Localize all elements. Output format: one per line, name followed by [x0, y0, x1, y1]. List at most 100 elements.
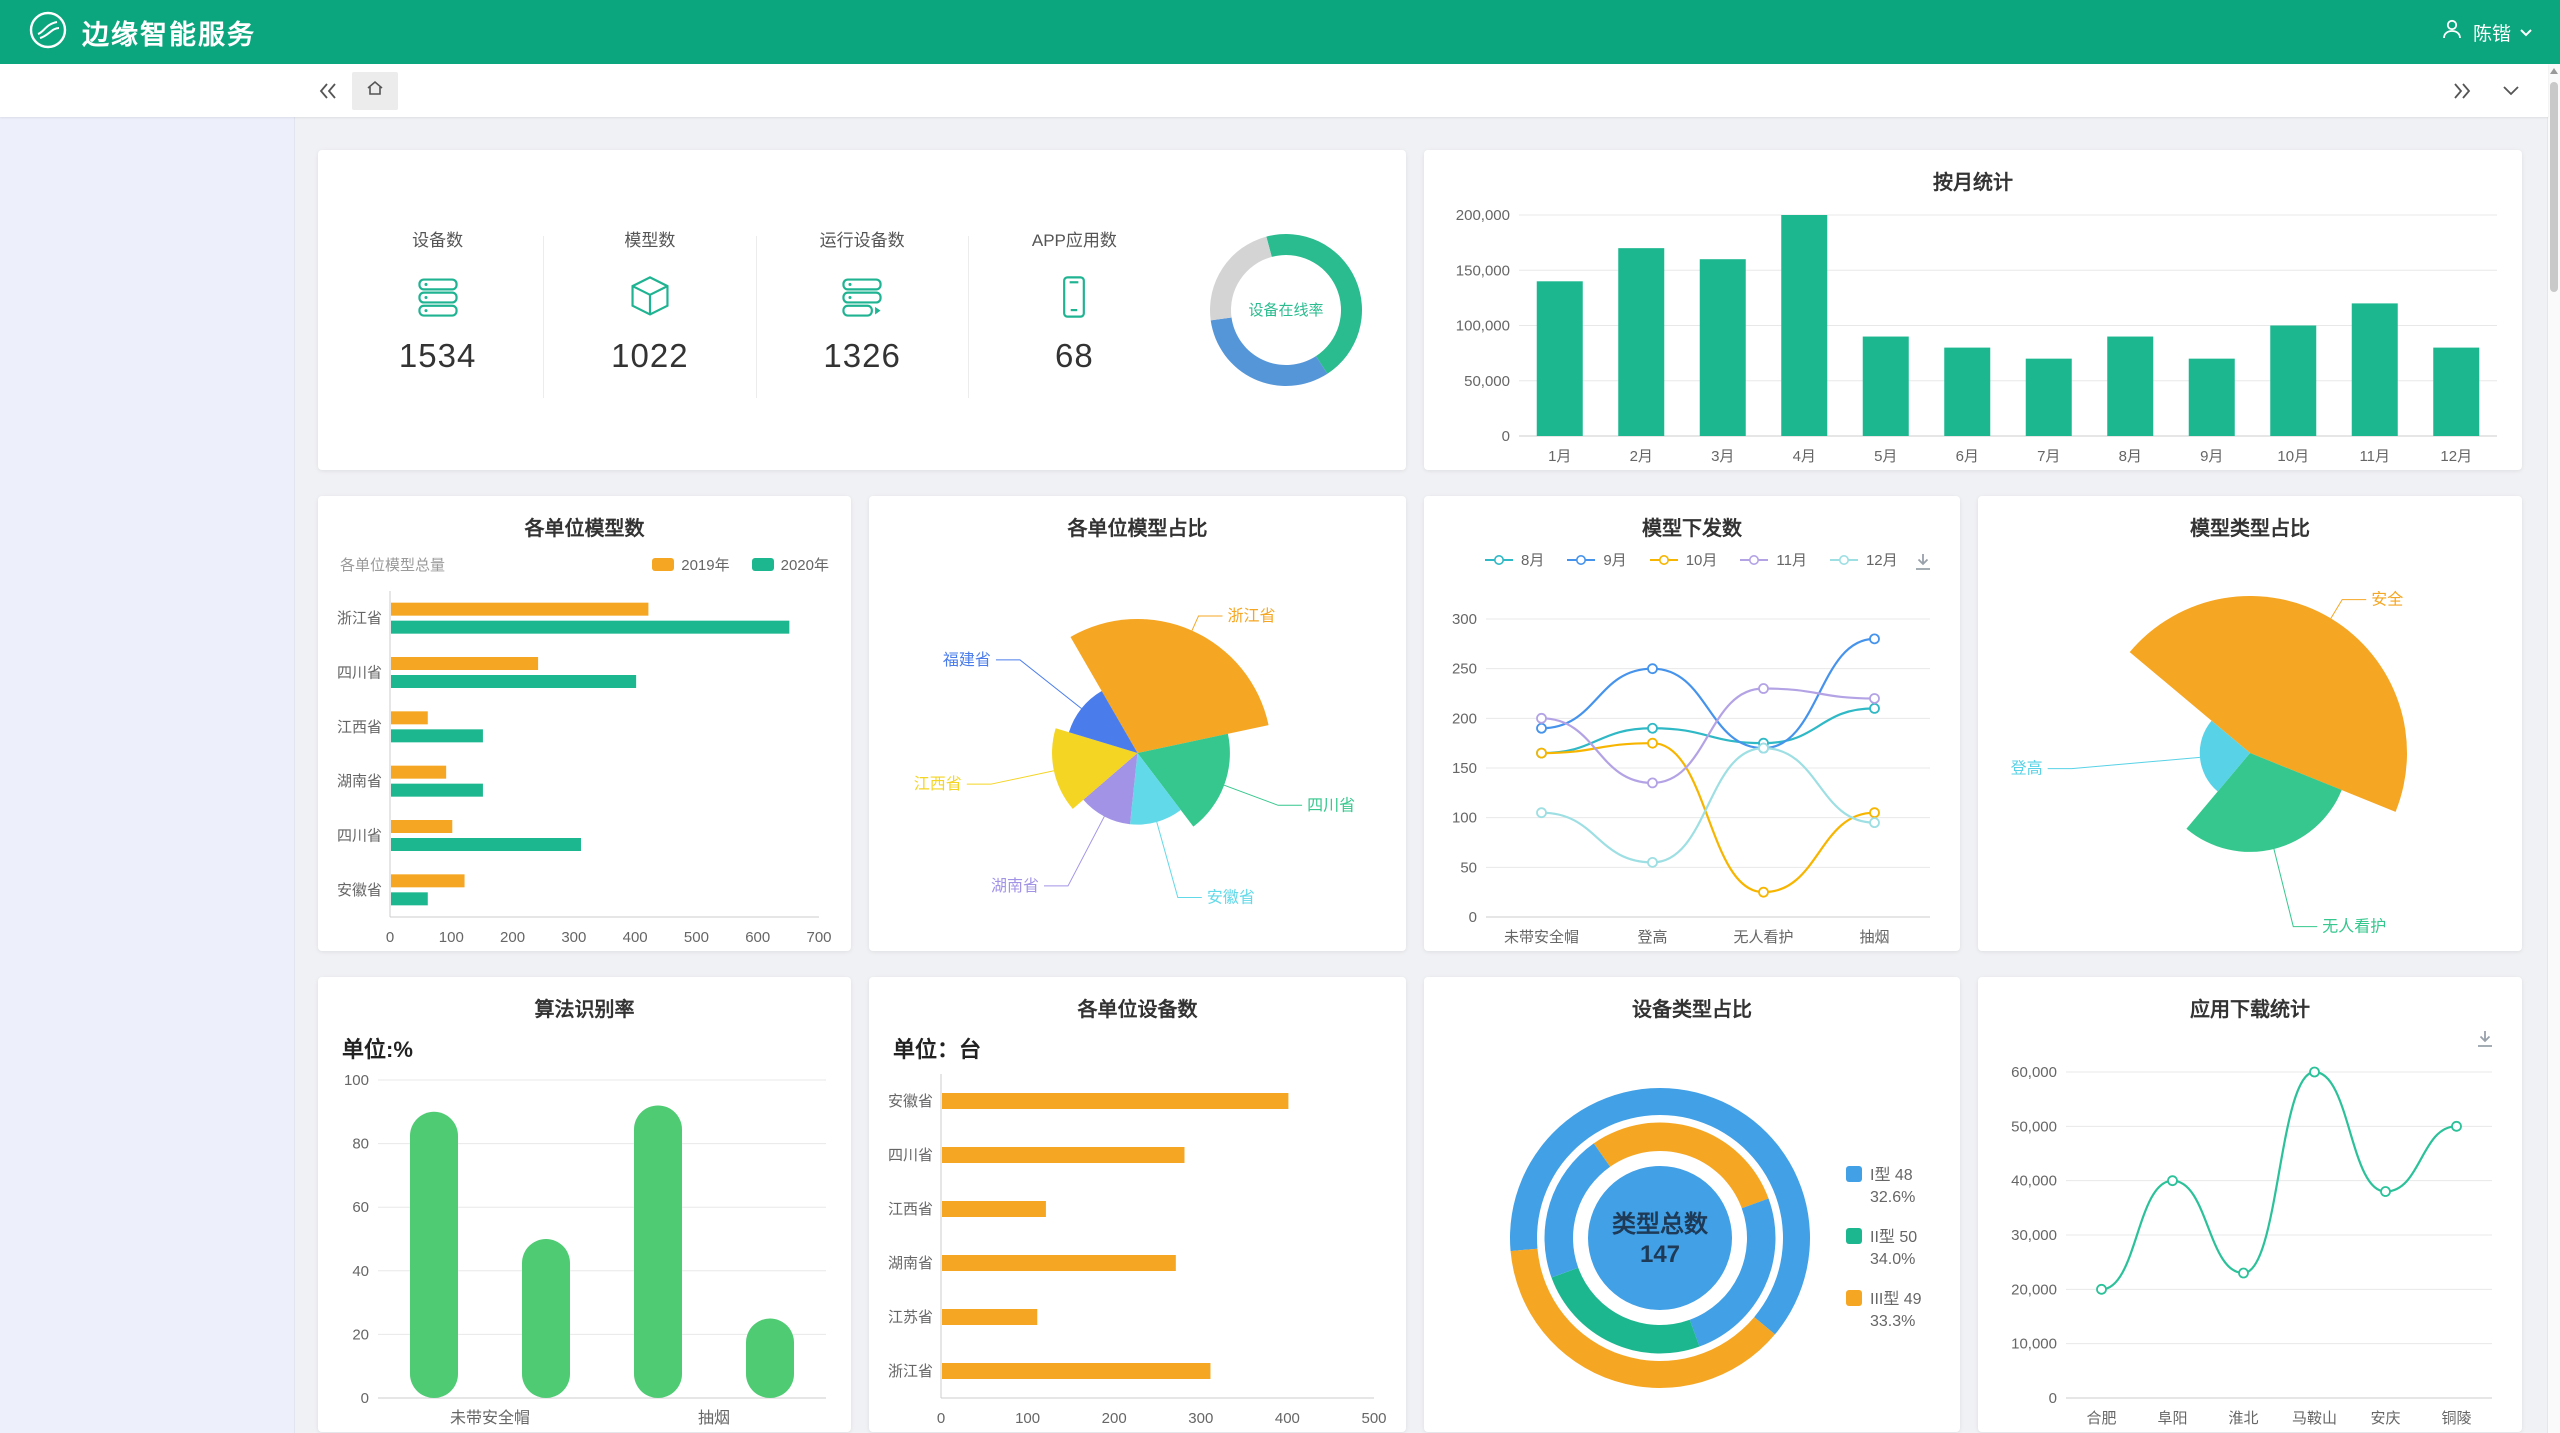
user-menu[interactable]: 陈锴: [2440, 17, 2532, 47]
stat-value: 68: [1055, 337, 1094, 374]
app-downloads-line-chart[interactable]: 0 10,000 20,000 30,000 40,000 50,000 60,000 合肥 阜…: [1978, 1058, 2522, 1432]
app-header: 边缘智能服务 陈锴: [0, 0, 2560, 64]
legend-item[interactable]: 2019年: [652, 554, 730, 575]
svg-text:5月: 5月: [1874, 448, 1897, 465]
svg-text:浙江省: 浙江省: [1228, 607, 1276, 625]
svg-text:无人看护: 无人看护: [2322, 918, 2386, 936]
algo-rate-bar-chart[interactable]: 0 20 40 60 80 100 未带安全帽 抽烟: [318, 1066, 851, 1432]
device-icon: [414, 271, 462, 323]
svg-text:400: 400: [623, 929, 648, 946]
svg-text:四川省: 四川省: [337, 827, 382, 844]
svg-text:300: 300: [561, 929, 586, 946]
running-device-icon: [838, 271, 886, 323]
svg-text:0: 0: [1502, 428, 1510, 445]
scrollbar-up-arrow[interactable]: [2550, 68, 2558, 74]
model-icon: [626, 271, 674, 323]
user-icon: [2440, 17, 2464, 47]
legend-line-marker: [1485, 554, 1513, 565]
model-dispatch-line-chart[interactable]: 0 50 100 150 200 250 300 未带安全帽 登高 无人看护 抽烟: [1424, 605, 1960, 951]
legend-label: 11月: [1776, 552, 1807, 569]
chart-title: 模型下发数: [1642, 518, 1742, 540]
svg-text:150,000: 150,000: [1456, 262, 1510, 279]
unit-models-bar-chart[interactable]: 0 100 200 300 400 500 600 700 浙江省 四川省 江西省 湖南省 四川省 安徽省: [318, 583, 851, 951]
legend-item[interactable]: 2020年: [751, 554, 829, 575]
sidebar: [0, 117, 295, 1433]
legend-swatch: [652, 558, 675, 572]
user-name: 陈锴: [2472, 23, 2511, 45]
svg-text:设备在线率: 设备在线率: [1248, 302, 1323, 319]
svg-text:300: 300: [1188, 1410, 1213, 1427]
card-algo-rate: 算法识别率 单位:% 0 20 40 60 80 100 未带安全帽 抽烟: [318, 977, 851, 1432]
svg-text:未带安全帽: 未带安全帽: [450, 1409, 530, 1427]
stat-running-device-count: 运行设备数 1326: [757, 150, 968, 470]
svg-text:6月: 6月: [1956, 448, 1979, 465]
svg-text:3月: 3月: [1711, 448, 1734, 465]
model-type-ratio-pie-chart[interactable]: 安全无人看护 登高: [1978, 547, 2522, 951]
legend-item[interactable]: 12月: [1829, 549, 1898, 570]
divider: [967, 236, 969, 398]
device-type-ratio-donut-chart[interactable]: 类型总数 147 I型 48 32.6% II型 50 34.0% III型 49 33.3%: [1424, 1028, 1960, 1432]
tab-menu-chevron-down-icon[interactable]: [2502, 85, 2520, 96]
stat-value: 1022: [611, 337, 689, 374]
unit-model-ratio-rose-chart[interactable]: 浙江省 四川省 安徽省 湖南省 江西省 福建省: [869, 547, 1406, 951]
stat-device-count: 设备数 1534: [332, 150, 543, 470]
divider: [543, 236, 545, 398]
svg-text:III型 49: III型 49: [1870, 1290, 1922, 1308]
home-icon: [365, 78, 385, 103]
svg-text:四川省: 四川省: [888, 1147, 933, 1164]
device-online-rate-donut[interactable]: 设备在线率: [1204, 228, 1368, 392]
scrollbar-thumb[interactable]: [2550, 82, 2558, 292]
card-device-type-ratio: 设备类型占比 类型总数 147 I型 48 32.6% II型 50 34.0% III型 …: [1424, 977, 1960, 1432]
monthly-bar-chart[interactable]: 0 50,000 100,000 150,000 200,000 1月 2月 3月 4月 5月 6月…: [1424, 201, 2522, 470]
tab-home[interactable]: [352, 71, 398, 110]
svg-text:铜陵: 铜陵: [2441, 1410, 2471, 1427]
svg-text:60,000: 60,000: [2011, 1064, 2057, 1081]
svg-text:32.6%: 32.6%: [1870, 1189, 1915, 1206]
chart-title: 各单位设备数: [1077, 999, 1198, 1021]
stat-model-count: 模型数 1022: [544, 150, 755, 470]
svg-text:0: 0: [1469, 909, 1477, 926]
svg-text:40: 40: [352, 1262, 369, 1279]
legend-label: 10月: [1685, 552, 1718, 569]
svg-text:江西省: 江西省: [337, 718, 382, 735]
svg-text:合肥: 合肥: [2086, 1410, 2116, 1427]
chart-title: 按月统计: [1933, 172, 2013, 194]
unit-devices-bar-chart[interactable]: 0 100 200 300 400 500 安徽省 四川省 江西省 湖南省 江苏省 浙江省: [869, 1066, 1406, 1432]
divider: [755, 236, 757, 398]
collapse-tabs-right-icon[interactable]: [2452, 82, 2472, 100]
legend-item[interactable]: 8月: [1484, 549, 1544, 570]
page-scrollbar[interactable]: [2547, 64, 2560, 1433]
svg-text:登高: 登高: [1637, 929, 1667, 946]
svg-text:7月: 7月: [2037, 448, 2060, 465]
svg-text:50,000: 50,000: [1464, 373, 1510, 390]
svg-text:登高: 登高: [2011, 760, 2043, 778]
legend-item[interactable]: 11月: [1739, 549, 1807, 570]
device-online-rate: 设备在线率: [1180, 150, 1392, 470]
chart-legend: 2019年 2020年: [652, 554, 829, 575]
chart-title: 应用下载统计: [2190, 999, 2310, 1021]
stat-label: 设备数: [412, 231, 464, 250]
legend-label: 2020年: [780, 557, 829, 575]
svg-text:I型 48: I型 48: [1870, 1166, 1913, 1184]
svg-text:20,000: 20,000: [2011, 1281, 2057, 1298]
svg-text:安全: 安全: [2371, 591, 2403, 609]
stat-label: 运行设备数: [819, 231, 905, 250]
svg-text:江西省: 江西省: [888, 1201, 933, 1218]
svg-text:无人看护: 无人看护: [1733, 929, 1793, 946]
chart-legend: 8月 9月 10月 11月 12月: [1484, 549, 1900, 570]
svg-text:江西省: 江西省: [914, 775, 962, 793]
svg-text:安庆: 安庆: [2370, 1410, 2400, 1427]
svg-text:100: 100: [1452, 810, 1477, 827]
legend-item[interactable]: 9月: [1566, 549, 1627, 570]
svg-text:0: 0: [386, 929, 394, 946]
collapse-tabs-left-icon[interactable]: [318, 82, 338, 100]
legend-item[interactable]: 10月: [1649, 549, 1718, 570]
download-icon[interactable]: [2474, 1031, 2496, 1054]
stat-label: APP应用数: [1031, 231, 1117, 250]
svg-text:湖南省: 湖南省: [991, 877, 1039, 895]
download-icon[interactable]: [1912, 551, 1934, 578]
svg-text:浙江省: 浙江省: [888, 1363, 933, 1380]
svg-text:安徽省: 安徽省: [1207, 888, 1255, 906]
svg-text:浙江省: 浙江省: [337, 610, 382, 627]
app-title: 边缘智能服务: [82, 19, 256, 50]
